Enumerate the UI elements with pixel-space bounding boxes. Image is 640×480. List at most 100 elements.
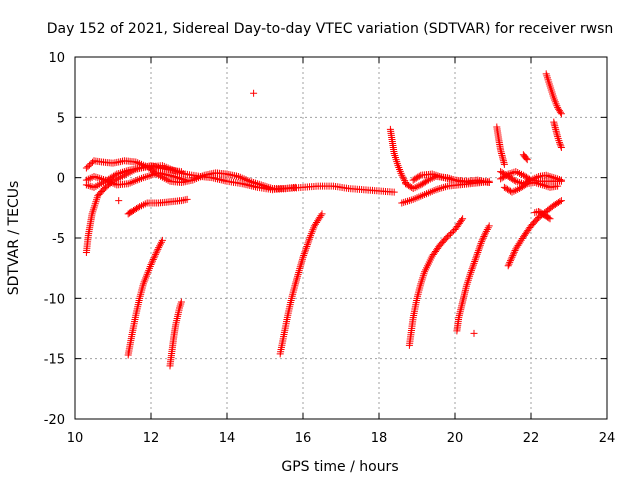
x-tick-label: 24 bbox=[599, 431, 616, 446]
data-point bbox=[557, 197, 565, 205]
data-point bbox=[510, 250, 518, 258]
data-point bbox=[469, 261, 477, 269]
data-point bbox=[483, 226, 491, 234]
data-point bbox=[294, 270, 302, 278]
data-point bbox=[522, 154, 530, 162]
data-point bbox=[473, 252, 481, 260]
data-point bbox=[401, 177, 409, 185]
data-point bbox=[506, 257, 514, 265]
data-point bbox=[292, 278, 300, 286]
data-point bbox=[556, 198, 564, 206]
data-point bbox=[510, 176, 518, 184]
data-point bbox=[298, 255, 306, 263]
data-point bbox=[299, 253, 307, 261]
data-point bbox=[302, 244, 310, 252]
data-point bbox=[304, 239, 312, 247]
data-point bbox=[472, 254, 480, 262]
data-point bbox=[557, 110, 565, 118]
data-point bbox=[557, 144, 565, 151]
data-point bbox=[440, 183, 448, 191]
data-point bbox=[400, 198, 408, 206]
data-point bbox=[482, 227, 490, 235]
data-point bbox=[523, 156, 531, 164]
data-point bbox=[174, 174, 182, 182]
data-point bbox=[442, 183, 449, 191]
data-point bbox=[176, 174, 183, 182]
data-point bbox=[170, 172, 178, 180]
data-point bbox=[181, 176, 189, 184]
data-point bbox=[302, 246, 310, 254]
data-point bbox=[556, 140, 564, 148]
data-point bbox=[303, 241, 311, 249]
data-point bbox=[400, 175, 408, 183]
data-point bbox=[505, 260, 513, 268]
data-point bbox=[390, 188, 398, 196]
data-point bbox=[459, 215, 467, 223]
x-tick-label: 10 bbox=[67, 431, 84, 446]
y-tick-label: -15 bbox=[44, 353, 65, 368]
data-point bbox=[469, 263, 477, 271]
data-point bbox=[468, 265, 476, 273]
data-point bbox=[556, 175, 563, 183]
data-point bbox=[546, 172, 554, 180]
data-point bbox=[294, 272, 302, 280]
data-point bbox=[92, 173, 100, 181]
y-tick-label: 10 bbox=[48, 51, 65, 66]
data-point bbox=[152, 250, 160, 258]
data-point bbox=[156, 242, 164, 250]
data-point bbox=[552, 174, 560, 182]
data-point bbox=[250, 89, 258, 97]
x-tick-label: 18 bbox=[371, 431, 388, 446]
data-point bbox=[476, 241, 484, 249]
data-point bbox=[477, 239, 485, 247]
data-point bbox=[507, 255, 515, 263]
data-point bbox=[295, 267, 303, 275]
data-point bbox=[157, 240, 164, 248]
data-point bbox=[556, 139, 563, 147]
data-point bbox=[177, 298, 185, 306]
data-point bbox=[500, 160, 508, 168]
data-point bbox=[111, 171, 119, 179]
data-point bbox=[438, 173, 446, 181]
x-tick-label: 20 bbox=[447, 431, 464, 446]
data-point bbox=[481, 229, 489, 237]
data-point bbox=[153, 247, 161, 255]
data-point bbox=[305, 235, 313, 243]
data-point bbox=[540, 182, 548, 190]
data-point bbox=[84, 182, 92, 190]
data-point bbox=[88, 158, 96, 166]
data-point bbox=[177, 168, 185, 176]
data-point bbox=[544, 172, 552, 180]
data-point bbox=[147, 261, 155, 269]
grid-lines bbox=[75, 57, 607, 419]
x-tick-label: 14 bbox=[219, 431, 236, 446]
data-point bbox=[296, 263, 304, 271]
data-points bbox=[82, 70, 565, 370]
data-point bbox=[542, 182, 550, 190]
data-point bbox=[554, 182, 562, 190]
data-point bbox=[399, 173, 407, 181]
data-point bbox=[443, 233, 451, 241]
data-point bbox=[145, 172, 153, 180]
x-tick-label: 22 bbox=[523, 431, 540, 446]
data-point bbox=[509, 252, 517, 260]
axis-ticks: 10 12 14 16 18 20 22 24 10 5 0 -5 -10 -15 -20 bbox=[44, 51, 616, 446]
data-point bbox=[538, 181, 546, 189]
data-point bbox=[317, 212, 325, 220]
data-point bbox=[545, 214, 553, 222]
data-point bbox=[436, 172, 444, 180]
data-point bbox=[152, 249, 160, 257]
data-point bbox=[471, 256, 479, 264]
y-tick-label: -10 bbox=[44, 292, 65, 307]
data-point bbox=[506, 258, 514, 266]
data-point bbox=[548, 173, 556, 181]
y-tick-label: 0 bbox=[57, 172, 65, 187]
data-point bbox=[150, 254, 158, 262]
data-point bbox=[415, 172, 423, 180]
data-point bbox=[550, 174, 558, 182]
data-point bbox=[293, 274, 301, 282]
data-point bbox=[537, 180, 544, 188]
data-point bbox=[298, 257, 306, 265]
data-point bbox=[466, 270, 474, 278]
